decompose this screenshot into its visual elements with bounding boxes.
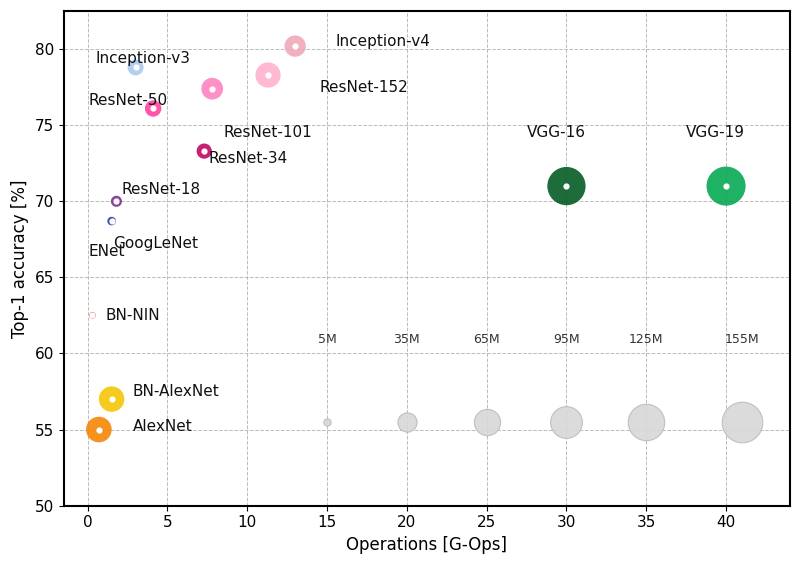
Text: Inception-v3: Inception-v3 [95,51,191,66]
Text: ResNet-34: ResNet-34 [209,151,288,166]
Point [86,227,99,236]
Point [105,216,118,225]
Point [719,181,732,190]
Point [262,71,275,80]
Point [86,311,99,320]
Point [262,71,275,80]
Point [206,84,219,93]
Point [560,181,573,190]
Text: ResNet-50: ResNet-50 [88,93,167,108]
Point [92,425,105,434]
Text: Inception-v4: Inception-v4 [335,34,430,49]
Point [105,216,118,225]
Text: GoogLeNet: GoogLeNet [113,236,198,251]
Text: 65M: 65M [473,333,500,346]
Point [129,63,142,72]
Point [320,418,333,427]
Text: ResNet-101: ResNet-101 [223,125,312,140]
Point [735,418,748,427]
Text: 125M: 125M [629,333,663,346]
Point [198,146,211,155]
Point [719,181,732,190]
Point [147,104,159,113]
Point [129,63,142,72]
Point [400,418,413,427]
Text: VGG-16: VGG-16 [526,125,586,140]
Text: BN-AlexNet: BN-AlexNet [132,384,219,399]
X-axis label: Operations [G-Ops]: Operations [G-Ops] [346,536,507,554]
Text: VGG-19: VGG-19 [686,125,745,140]
Point [640,418,653,427]
Point [147,104,159,113]
Point [206,84,219,93]
Point [288,42,301,51]
Point [481,418,493,427]
Text: BN-NIN: BN-NIN [105,308,160,323]
Text: 5M: 5M [318,333,336,346]
Text: 95M: 95M [553,333,580,346]
Y-axis label: Top-1 accuracy [%]: Top-1 accuracy [%] [11,179,29,338]
Text: 155M: 155M [725,333,759,346]
Point [105,394,118,403]
Point [105,394,118,403]
Point [560,418,573,427]
Text: ResNet-152: ResNet-152 [319,80,408,95]
Point [86,227,99,236]
Text: ENet: ENet [88,244,125,259]
Point [86,311,99,320]
Text: 35M: 35M [393,333,421,346]
Text: ResNet-18: ResNet-18 [121,181,200,197]
Point [198,146,211,155]
Point [110,197,123,206]
Text: AlexNet: AlexNet [132,419,192,434]
Point [110,197,123,206]
Point [92,425,105,434]
Point [288,42,301,51]
Point [560,181,573,190]
